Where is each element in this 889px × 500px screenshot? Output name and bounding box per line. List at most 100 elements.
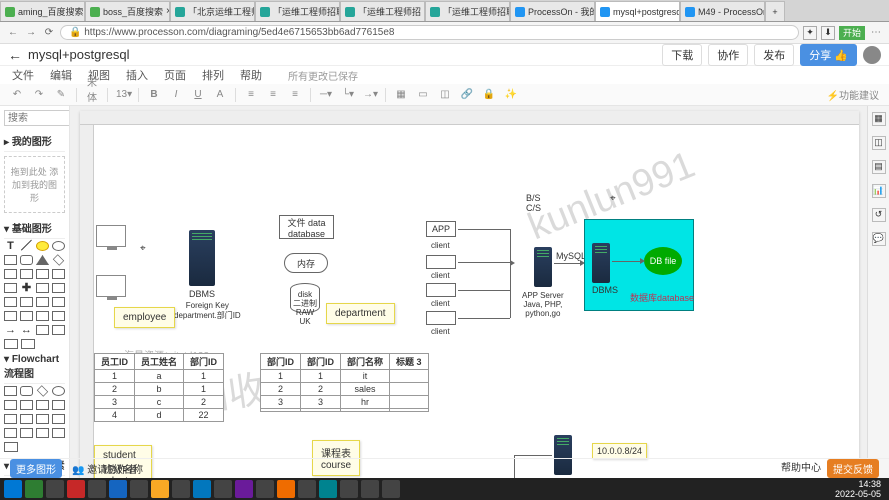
format-paint-button[interactable]: ✎: [54, 89, 68, 100]
shape-fc[interactable]: [4, 428, 17, 438]
underline-button[interactable]: U: [191, 89, 205, 100]
browser-tab[interactable]: 「运维工程师招聘」×: [255, 1, 340, 21]
prop-history-icon[interactable]: ↺: [872, 208, 886, 222]
shape-fc[interactable]: [37, 385, 48, 396]
shape-item[interactable]: [52, 325, 65, 335]
prop-comment-icon[interactable]: 💬: [872, 232, 886, 246]
task-icon[interactable]: [214, 480, 232, 498]
font-color-button[interactable]: A: [213, 89, 227, 100]
shape-highlight[interactable]: [36, 241, 49, 251]
shape-diamond[interactable]: [53, 254, 64, 265]
feedback-button[interactable]: 提交反馈: [827, 459, 879, 478]
shape-item[interactable]: [52, 283, 65, 293]
bold-button[interactable]: B: [147, 89, 161, 100]
menu-page[interactable]: 页面: [164, 67, 186, 83]
menu-file[interactable]: 文件: [12, 67, 34, 83]
line-style-button[interactable]: ─▾: [319, 89, 333, 100]
shape-item[interactable]: [36, 269, 49, 279]
shape-item[interactable]: [20, 297, 33, 307]
prop-nav-icon[interactable]: ▦: [872, 112, 886, 126]
shape-item[interactable]: [4, 283, 17, 293]
task-icon[interactable]: [25, 480, 43, 498]
drop-zone[interactable]: 拖到此处 添加到我的图形: [4, 156, 65, 213]
arrow-button[interactable]: →▾: [363, 89, 377, 100]
doc-title[interactable]: mysql+postgresql: [28, 47, 130, 62]
browser-tab[interactable]: aming_百度搜索×: [0, 1, 85, 21]
task-icon[interactable]: [130, 480, 148, 498]
task-icon[interactable]: [46, 480, 64, 498]
browser-tab[interactable]: boss_百度搜索×: [85, 1, 170, 21]
task-icon[interactable]: [361, 480, 379, 498]
client-box[interactable]: [426, 283, 456, 297]
publish-button[interactable]: 发布: [754, 44, 794, 66]
shape-fc[interactable]: [36, 400, 49, 410]
font-size[interactable]: 13▾: [116, 89, 130, 100]
lock-button[interactable]: 🔒: [482, 89, 496, 100]
shape-arrow[interactable]: →: [4, 325, 17, 335]
back-button[interactable]: ←: [6, 27, 20, 38]
download-button[interactable]: 下载: [662, 44, 702, 66]
shape-item[interactable]: [4, 269, 17, 279]
task-icon[interactable]: [235, 480, 253, 498]
shape-fc[interactable]: [20, 386, 33, 396]
italic-button[interactable]: I: [169, 89, 183, 100]
shape-roundrect[interactable]: [20, 255, 33, 265]
shape-search-input[interactable]: [4, 110, 70, 126]
shape-triangle[interactable]: [36, 255, 49, 265]
task-icon[interactable]: [193, 480, 211, 498]
prop-page-icon[interactable]: ▤: [872, 160, 886, 174]
menu-edit[interactable]: 编辑: [50, 67, 72, 83]
shape-item[interactable]: [4, 311, 17, 321]
shape-item[interactable]: [52, 269, 65, 279]
section-flowchart[interactable]: ▾ Flowchart 流程图: [4, 351, 65, 384]
dbfile-shape[interactable]: DB file: [644, 247, 682, 275]
shape-item[interactable]: [36, 283, 49, 293]
help-center[interactable]: 帮助中心: [781, 459, 821, 478]
shape-fc[interactable]: [52, 400, 65, 410]
browser-tab[interactable]: ProcessOn - 我的文件×: [510, 1, 595, 21]
task-icon[interactable]: [151, 480, 169, 498]
shape-arrow2[interactable]: ↔: [20, 325, 33, 335]
task-icon[interactable]: [172, 480, 190, 498]
url-field[interactable]: 🔒 https://www.processon.com/diagraming/5…: [60, 25, 799, 40]
monitor-shape[interactable]: [96, 225, 126, 247]
mem-box[interactable]: 内存: [284, 253, 328, 273]
shape-item[interactable]: [4, 339, 18, 349]
reload-button[interactable]: ⟳: [42, 27, 56, 38]
employee-note[interactable]: employee: [114, 307, 175, 328]
prop-metrics-icon[interactable]: 📊: [872, 184, 886, 198]
browser-tab-active[interactable]: mysql+postgresql×: [595, 1, 680, 21]
shape-line[interactable]: ／: [20, 241, 33, 251]
shape-fc[interactable]: [4, 414, 17, 424]
disk-cyl[interactable]: disk 二进制 RAW UK: [290, 283, 320, 313]
shape-fc[interactable]: [36, 428, 49, 438]
magic-button[interactable]: ✨: [504, 89, 518, 100]
client-box[interactable]: [426, 255, 456, 269]
shape-item[interactable]: [52, 297, 65, 307]
menu-insert[interactable]: 插入: [126, 67, 148, 83]
browser-tab[interactable]: 「北京运维工程师招聘×: [170, 1, 255, 21]
fill-button[interactable]: ▦: [394, 89, 408, 100]
task-icon[interactable]: [256, 480, 274, 498]
department-note[interactable]: department: [326, 303, 395, 324]
avatar[interactable]: [863, 46, 881, 64]
shape-item[interactable]: [4, 297, 17, 307]
new-tab-button[interactable]: +: [765, 1, 785, 21]
laptop-shape[interactable]: [96, 275, 126, 297]
align-center-button[interactable]: ≡: [266, 89, 280, 100]
task-icon[interactable]: [340, 480, 358, 498]
shape-item[interactable]: [36, 297, 49, 307]
shape-rect[interactable]: [4, 255, 17, 265]
shape-ellipse[interactable]: [52, 241, 65, 251]
shape-fc[interactable]: [52, 414, 65, 424]
shape-fc[interactable]: [4, 442, 18, 452]
redo-button[interactable]: ↷: [32, 89, 46, 100]
feature-suggest[interactable]: ⚡功能建议: [827, 87, 879, 102]
task-icon[interactable]: [109, 480, 127, 498]
shape-fc[interactable]: [52, 428, 65, 438]
shape-fc[interactable]: [52, 386, 65, 396]
align-left-button[interactable]: ≡: [244, 89, 258, 100]
section-my-shapes[interactable]: ▸ 我的图形: [4, 130, 65, 152]
task-icon[interactable]: [88, 480, 106, 498]
employee-table[interactable]: 员工ID员工姓名部门ID1a12b13c24d22: [94, 353, 224, 422]
